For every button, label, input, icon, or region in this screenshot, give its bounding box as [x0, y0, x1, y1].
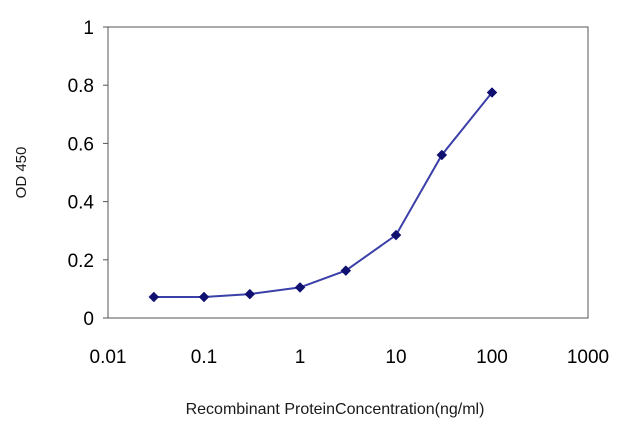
x-tick-label: 1000 [567, 347, 609, 368]
x-axis-title: Recombinant ProteinConcentration(ng/ml) [186, 401, 485, 418]
x-tick-label: 0.1 [191, 347, 217, 368]
data-point [486, 87, 498, 98]
y-tick-label: 0.8 [68, 76, 94, 97]
series-group [148, 87, 498, 303]
y-tick-labels: 0 0.2 0.4 0.6 0.8 1 [68, 18, 95, 330]
data-point [198, 291, 210, 303]
y-tick-label: 0 [83, 309, 94, 330]
y-axis-title: OD 450 [13, 147, 30, 199]
y-axis [103, 26, 108, 319]
data-point [436, 149, 448, 161]
series-line [153, 91, 493, 298]
x-tick-label: 100 [476, 347, 508, 368]
plot-frame [107, 26, 589, 319]
data-point [148, 291, 160, 303]
y-tick-label: 0.2 [68, 251, 94, 272]
y-tick-label: 0.4 [68, 193, 95, 214]
data-point [390, 229, 402, 241]
y-tick-label: 1 [83, 18, 94, 39]
x-tick-label: 10 [385, 347, 406, 368]
data-point [244, 288, 256, 300]
x-tick-labels: 0.01 0.1 1 10 100 1000 [90, 347, 610, 368]
data-point [340, 265, 352, 276]
data-point [294, 282, 306, 293]
y-tick-label: 0.6 [68, 134, 94, 155]
x-tick-label: 1 [295, 347, 306, 368]
x-tick-label: 0.01 [90, 347, 127, 368]
